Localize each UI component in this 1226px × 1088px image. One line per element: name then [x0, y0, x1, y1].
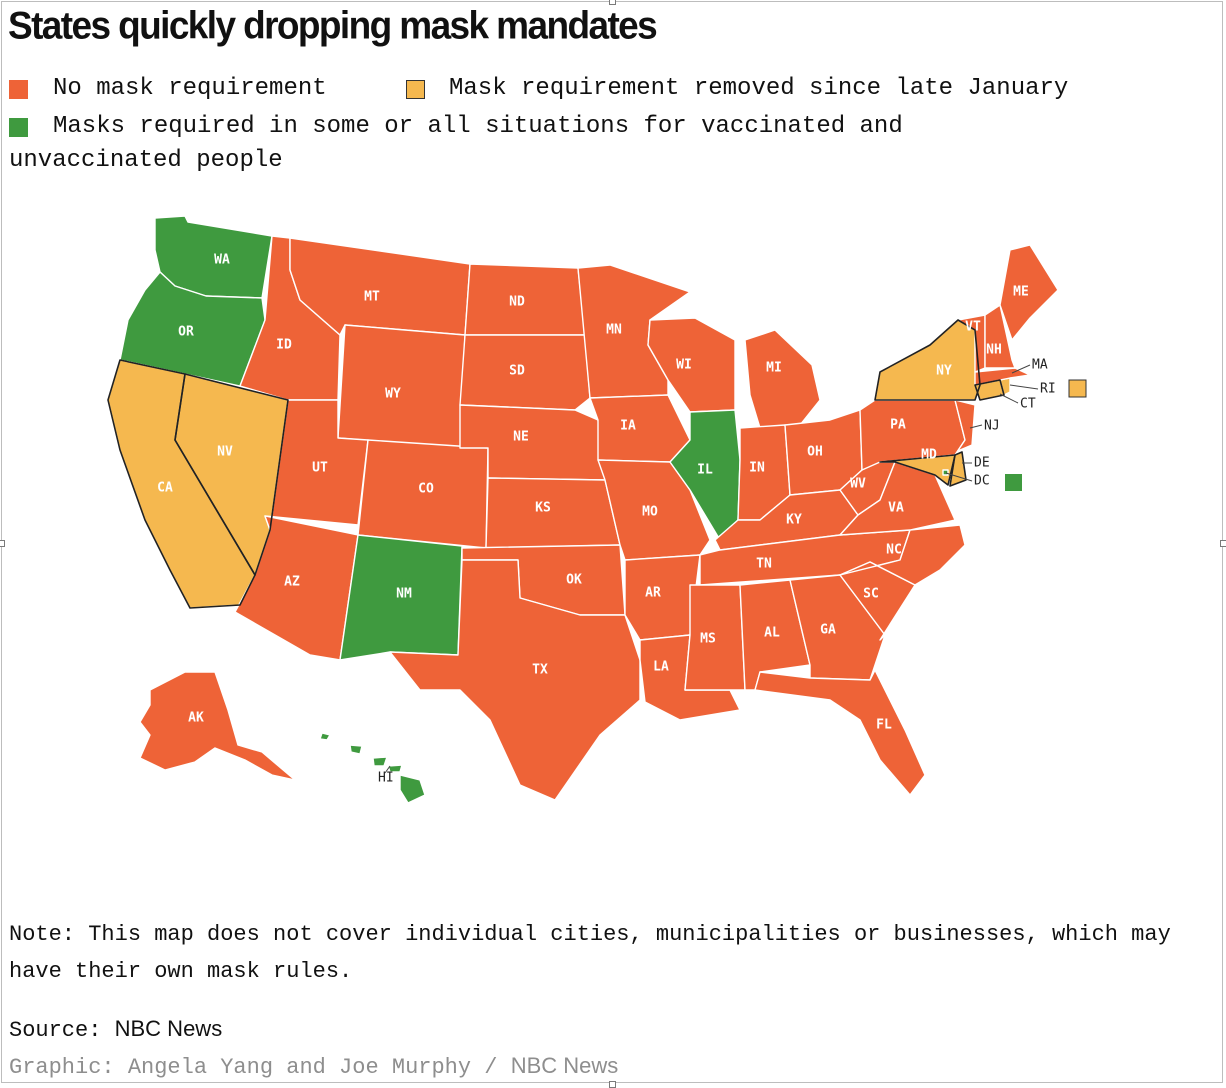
state-WY[interactable]	[337, 324, 466, 449]
label-TX: TX	[532, 663, 548, 678]
state-VA[interactable]	[839, 461, 956, 536]
label-MD: MD	[921, 448, 937, 463]
map-note: Note: This map does not cover individual…	[9, 922, 1171, 984]
source-prefix: Source:	[9, 1018, 102, 1043]
label-OH: OH	[807, 445, 823, 460]
state-TX[interactable]	[389, 559, 641, 801]
label-VT: VT	[965, 320, 981, 335]
label-DC: DC	[974, 474, 990, 489]
label-IL: IL	[697, 463, 713, 478]
source-name: NBC News	[114, 1016, 223, 1041]
state-KS[interactable]	[485, 477, 621, 549]
label-NV: NV	[217, 445, 233, 460]
swatch-DC	[1005, 474, 1022, 491]
label-WY: WY	[385, 387, 401, 402]
state-NJ[interactable]	[954, 399, 976, 456]
state-NH[interactable]	[984, 304, 1016, 369]
label-SC: SC	[863, 587, 879, 602]
label-MI: MI	[766, 361, 782, 376]
state-NC[interactable]	[839, 524, 966, 586]
label-IN: IN	[749, 461, 765, 476]
legend-swatch-required	[9, 118, 28, 137]
label-FL: FL	[876, 718, 892, 733]
state-DC[interactable]	[942, 469, 949, 476]
label-GA: GA	[820, 623, 836, 638]
state-AK[interactable]	[139, 671, 296, 781]
label-NJ: NJ	[984, 419, 1000, 434]
legend-label-no-mask: No mask requirement	[53, 75, 327, 102]
state-IA[interactable]	[589, 394, 691, 463]
label-WV: WV	[850, 477, 866, 492]
state-labels: WA OR CA NV ID MT WY UT CO AZ NM ND SD N…	[157, 253, 1029, 733]
label-NC: NC	[886, 543, 902, 558]
label-ND: ND	[509, 295, 525, 310]
label-MN: MN	[606, 323, 622, 338]
label-MA: MA	[1032, 358, 1048, 373]
label-CT: CT	[1020, 397, 1036, 412]
map-title: States quickly dropping mask mandates	[8, 4, 658, 48]
state-MI[interactable]	[744, 329, 821, 429]
state-AR[interactable]	[624, 554, 701, 641]
legend-swatch-no-mask	[9, 80, 28, 99]
credit-line: Graphic: Angela Yang and Joe Murphy / NB…	[9, 1051, 618, 1083]
credit-prefix: Graphic: Angela Yang and Joe Murphy /	[9, 1055, 498, 1080]
label-OR: OR	[178, 325, 194, 340]
resize-handle-left[interactable]	[0, 540, 5, 547]
label-WA: WA	[214, 253, 230, 268]
label-MO: MO	[642, 505, 658, 520]
state-HI[interactable]	[319, 732, 426, 804]
label-VA: VA	[888, 501, 904, 516]
label-NM: NM	[396, 587, 412, 602]
label-KS: KS	[535, 501, 551, 516]
label-KY: KY	[786, 513, 802, 528]
state-ND[interactable]	[464, 263, 586, 336]
label-OK: OK	[566, 573, 582, 588]
label-MS: MS	[700, 632, 716, 647]
label-NE: NE	[513, 430, 529, 445]
label-PA: PA	[890, 418, 906, 433]
state-ME[interactable]	[999, 244, 1059, 341]
legend-label-removed: Mask requirement removed since late Janu…	[449, 75, 1069, 102]
label-SD: SD	[509, 364, 525, 379]
label-AL: AL	[764, 626, 780, 641]
label-DE: DE	[974, 456, 990, 471]
source-line: Source: NBC News	[9, 1014, 222, 1046]
label-ID: ID	[276, 338, 292, 353]
label-IA: IA	[620, 419, 636, 434]
label-LA: LA	[653, 660, 669, 675]
legend-swatch-removed	[406, 80, 425, 99]
label-AK: AK	[188, 711, 204, 726]
label-AZ: AZ	[284, 575, 300, 590]
label-WI: WI	[676, 358, 692, 373]
label-NY: NY	[936, 364, 952, 379]
label-AR: AR	[645, 586, 661, 601]
label-CO: CO	[418, 482, 434, 497]
label-UT: UT	[312, 461, 328, 476]
label-NH: NH	[986, 343, 1002, 358]
label-ME: ME	[1013, 285, 1029, 300]
label-RI: RI	[1040, 382, 1056, 397]
state-FL[interactable]	[754, 669, 926, 796]
swatch-RI	[1068, 379, 1087, 398]
credit-name: NBC News	[510, 1053, 619, 1078]
state-SD[interactable]	[459, 334, 591, 411]
label-HI: HI	[378, 771, 394, 786]
label-MT: MT	[364, 290, 380, 305]
legend-label-required: Masks required in some or all situations…	[9, 113, 903, 174]
resize-handle-top[interactable]	[609, 0, 616, 5]
label-TN: TN	[756, 557, 772, 572]
resize-handle-right[interactable]	[1220, 540, 1226, 547]
label-CA: CA	[157, 481, 173, 496]
